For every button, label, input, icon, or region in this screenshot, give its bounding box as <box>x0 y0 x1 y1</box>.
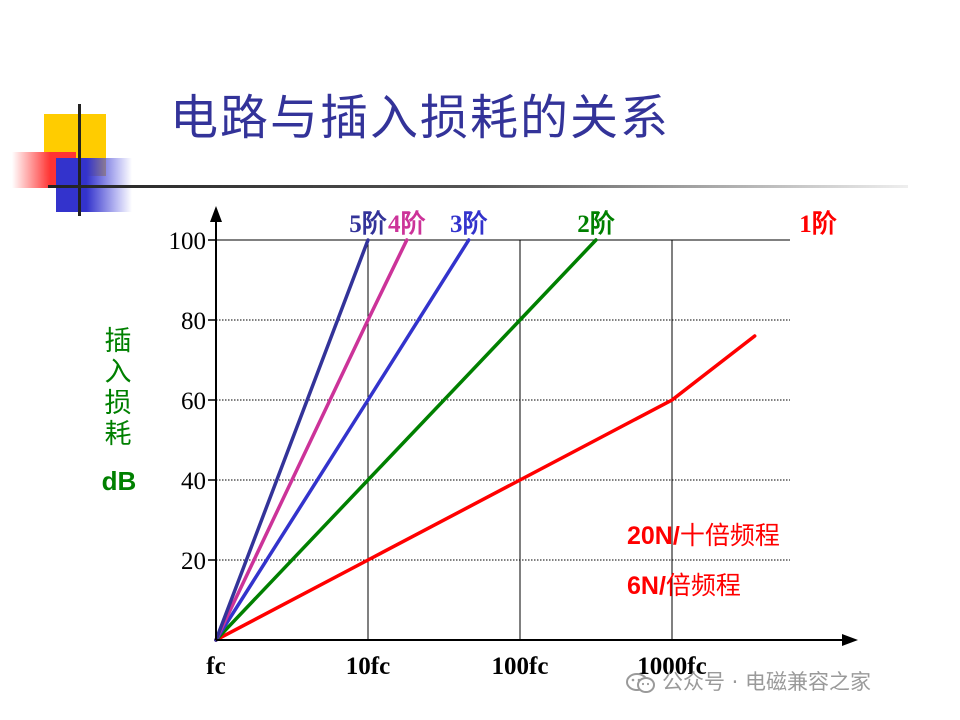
series-label-4: 4阶 <box>388 210 427 238</box>
series-line-3 <box>214 238 471 642</box>
x-tick-label-100fc: 100fc <box>492 653 549 680</box>
series-label-2: 2阶 <box>577 210 616 238</box>
y-axis-label-text: 插入损耗 <box>104 326 132 450</box>
title-underline <box>48 185 908 188</box>
y-tick-label-80: 80 <box>181 308 206 335</box>
x-tick-label-fc: fc <box>206 653 225 680</box>
grid-layer <box>216 239 790 640</box>
slope-note-octave-value: 6N/ <box>627 572 666 600</box>
y-tick-label-60: 60 <box>181 388 206 415</box>
series-label-1: 1阶 <box>799 210 838 238</box>
slope-note-octave-unit: 倍频程 <box>665 573 741 600</box>
x-tick-label-1000fc: 1000fc <box>637 653 706 680</box>
y-tick-label-40: 40 <box>181 468 206 495</box>
y-tick-label-100: 100 <box>169 228 207 255</box>
series-line-4 <box>214 238 409 642</box>
wechat-icon <box>626 673 655 693</box>
watermark: 公众号 · 电磁兼容之家 <box>626 666 871 696</box>
decor-vertical-line <box>78 104 81 216</box>
x-tick-label-10fc: 10fc <box>346 653 390 680</box>
y-axis-label: 插入损耗 <box>98 326 138 450</box>
series-line-2 <box>214 238 598 642</box>
slide-title: 电路与插入损耗的关系 <box>170 90 671 146</box>
series-label-5: 5阶 <box>349 210 388 238</box>
x-axis-arrow <box>842 634 858 646</box>
axis-layer <box>208 206 858 646</box>
slope-note-decade-unit: 十倍频程 <box>679 523 780 550</box>
slope-note-decade: 20N/十倍频程 <box>627 516 780 552</box>
watermark-text: 公众号 · 电磁兼容之家 <box>662 670 872 694</box>
y-axis-arrow <box>210 206 222 222</box>
series-line-5 <box>214 238 370 642</box>
y-axis-unit: dB <box>101 466 137 496</box>
slope-note-decade-value: 20N/ <box>627 522 680 550</box>
series-line-1 <box>214 334 757 642</box>
slope-note-octave: 6N/倍频程 <box>627 566 741 602</box>
series-layer <box>214 238 757 642</box>
series-label-3: 3阶 <box>450 210 489 238</box>
y-tick-label-20: 20 <box>181 548 206 575</box>
